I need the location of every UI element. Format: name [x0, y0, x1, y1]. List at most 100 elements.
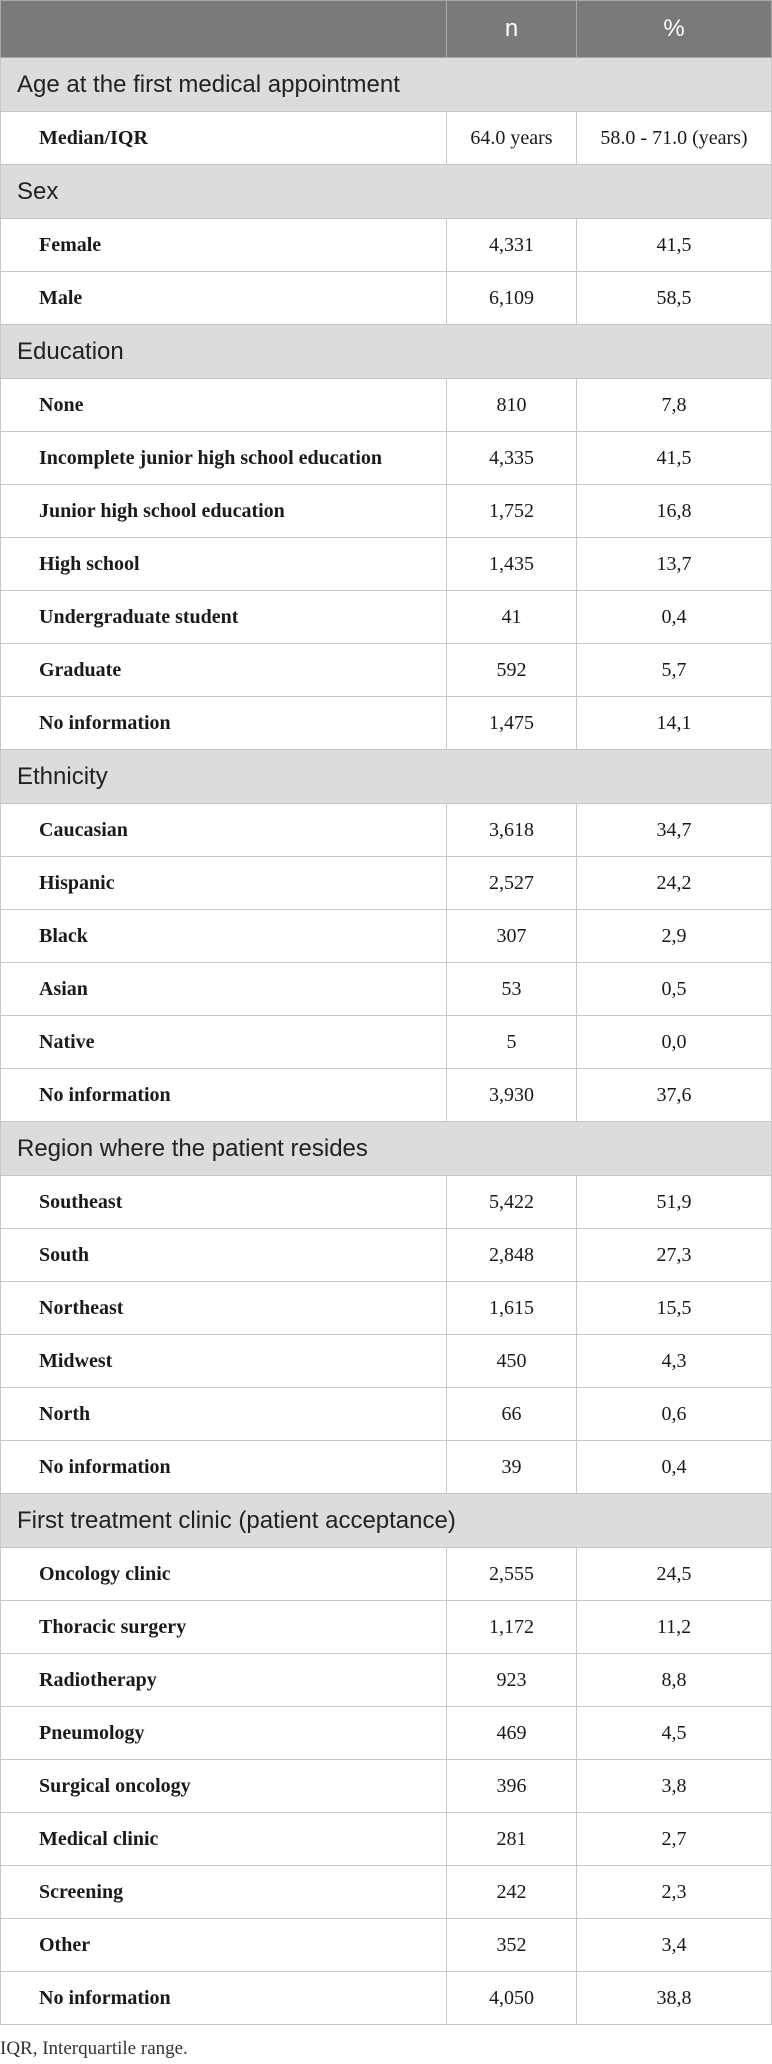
row-n-cell: 1,752	[446, 484, 577, 538]
row-n-cell: 2,848	[446, 1228, 577, 1282]
table-row: Graduate 592 5,7	[0, 643, 772, 697]
row-label-cell: North	[0, 1387, 447, 1441]
section-title: First treatment clinic (patient acceptan…	[0, 1493, 772, 1548]
row-n-cell: 64.0 years	[446, 111, 577, 165]
row-pct-cell: 37,6	[576, 1068, 772, 1122]
row-label-cell: Undergraduate student	[0, 590, 447, 644]
row-pct-cell: 58.0 - 71.0 (years)	[576, 111, 772, 165]
row-pct-cell: 3,4	[576, 1918, 772, 1972]
row-pct-cell: 2,7	[576, 1812, 772, 1866]
row-label-cell: High school	[0, 537, 447, 591]
section-header-row: Age at the first medical appointment	[0, 57, 772, 112]
table-row: Southeast 5,422 51,9	[0, 1175, 772, 1229]
section-header-row: Sex	[0, 164, 772, 219]
row-n-cell: 5,422	[446, 1175, 577, 1229]
table-row: Junior high school education 1,752 16,8	[0, 484, 772, 538]
row-label-cell: Thoracic surgery	[0, 1600, 447, 1654]
section-header-row: Region where the patient resides	[0, 1121, 772, 1176]
row-pct-cell: 27,3	[576, 1228, 772, 1282]
table-row: High school 1,435 13,7	[0, 537, 772, 591]
table-row: No information 3,930 37,6	[0, 1068, 772, 1122]
row-label-cell: Asian	[0, 962, 447, 1016]
row-pct-cell: 24,5	[576, 1547, 772, 1601]
table-row: None 810 7,8	[0, 378, 772, 432]
section-title: Education	[0, 324, 772, 379]
row-label-cell: No information	[0, 1971, 447, 2025]
row-n-cell: 352	[446, 1918, 577, 1972]
header-pct-cell: %	[576, 0, 772, 58]
table-row: South 2,848 27,3	[0, 1228, 772, 1282]
row-label-cell: Male	[0, 271, 447, 325]
row-pct-cell: 13,7	[576, 537, 772, 591]
row-n-cell: 810	[446, 378, 577, 432]
table-row: Pneumology 469 4,5	[0, 1706, 772, 1760]
table-row: Male 6,109 58,5	[0, 271, 772, 325]
row-pct-cell: 16,8	[576, 484, 772, 538]
row-n-cell: 469	[446, 1706, 577, 1760]
row-label-cell: Black	[0, 909, 447, 963]
row-label-cell: Caucasian	[0, 803, 447, 857]
row-n-cell: 281	[446, 1812, 577, 1866]
table-footnote: IQR, Interquartile range.	[0, 2038, 188, 2059]
header-label-cell	[0, 0, 447, 58]
row-label-cell: Northeast	[0, 1281, 447, 1335]
row-label-cell: Oncology clinic	[0, 1547, 447, 1601]
table-row: No information 39 0,4	[0, 1440, 772, 1494]
row-label-cell: No information	[0, 696, 447, 750]
row-pct-cell: 15,5	[576, 1281, 772, 1335]
table-row: Female 4,331 41,5	[0, 218, 772, 272]
row-pct-cell: 4,3	[576, 1334, 772, 1388]
row-n-cell: 923	[446, 1653, 577, 1707]
row-label-cell: Radiotherapy	[0, 1653, 447, 1707]
row-pct-cell: 41,5	[576, 431, 772, 485]
section-title: Age at the first medical appointment	[0, 57, 772, 112]
row-n-cell: 242	[446, 1865, 577, 1919]
table-row: Native 5 0,0	[0, 1015, 772, 1069]
row-pct-cell: 38,8	[576, 1971, 772, 2025]
table-row: Undergraduate student 41 0,4	[0, 590, 772, 644]
row-label-cell: Screening	[0, 1865, 447, 1919]
row-pct-cell: 2,3	[576, 1865, 772, 1919]
table-row: Median/IQR 64.0 years 58.0 - 71.0 (years)	[0, 111, 772, 165]
row-label-cell: Female	[0, 218, 447, 272]
row-pct-cell: 14,1	[576, 696, 772, 750]
row-pct-cell: 0,6	[576, 1387, 772, 1441]
row-n-cell: 4,335	[446, 431, 577, 485]
table-header-row: n %	[0, 0, 772, 58]
row-n-cell: 2,555	[446, 1547, 577, 1601]
table-row: Caucasian 3,618 34,7	[0, 803, 772, 857]
row-label-cell: Other	[0, 1918, 447, 1972]
row-label-cell: Southeast	[0, 1175, 447, 1229]
header-n-cell: n	[446, 0, 577, 58]
row-label-cell: Midwest	[0, 1334, 447, 1388]
row-pct-cell: 0,5	[576, 962, 772, 1016]
row-n-cell: 4,331	[446, 218, 577, 272]
row-pct-cell: 34,7	[576, 803, 772, 857]
row-label-cell: Graduate	[0, 643, 447, 697]
row-label-cell: Pneumology	[0, 1706, 447, 1760]
row-label-cell: Median/IQR	[0, 111, 447, 165]
row-n-cell: 1,172	[446, 1600, 577, 1654]
row-label-cell: None	[0, 378, 447, 432]
row-pct-cell: 2,9	[576, 909, 772, 963]
row-pct-cell: 4,5	[576, 1706, 772, 1760]
table-row: Surgical oncology 396 3,8	[0, 1759, 772, 1813]
section-title: Sex	[0, 164, 772, 219]
row-n-cell: 39	[446, 1440, 577, 1494]
row-n-cell: 1,435	[446, 537, 577, 591]
row-label-cell: No information	[0, 1068, 447, 1122]
row-n-cell: 6,109	[446, 271, 577, 325]
row-pct-cell: 0,0	[576, 1015, 772, 1069]
row-label-cell: Native	[0, 1015, 447, 1069]
row-label-cell: No information	[0, 1440, 447, 1494]
row-pct-cell: 51,9	[576, 1175, 772, 1229]
row-pct-cell: 58,5	[576, 271, 772, 325]
table-row: Medical clinic 281 2,7	[0, 1812, 772, 1866]
row-pct-cell: 5,7	[576, 643, 772, 697]
row-label-cell: Hispanic	[0, 856, 447, 910]
table-row: Oncology clinic 2,555 24,5	[0, 1547, 772, 1601]
row-n-cell: 66	[446, 1387, 577, 1441]
section-header-row: Ethnicity	[0, 749, 772, 804]
row-pct-cell: 0,4	[576, 1440, 772, 1494]
